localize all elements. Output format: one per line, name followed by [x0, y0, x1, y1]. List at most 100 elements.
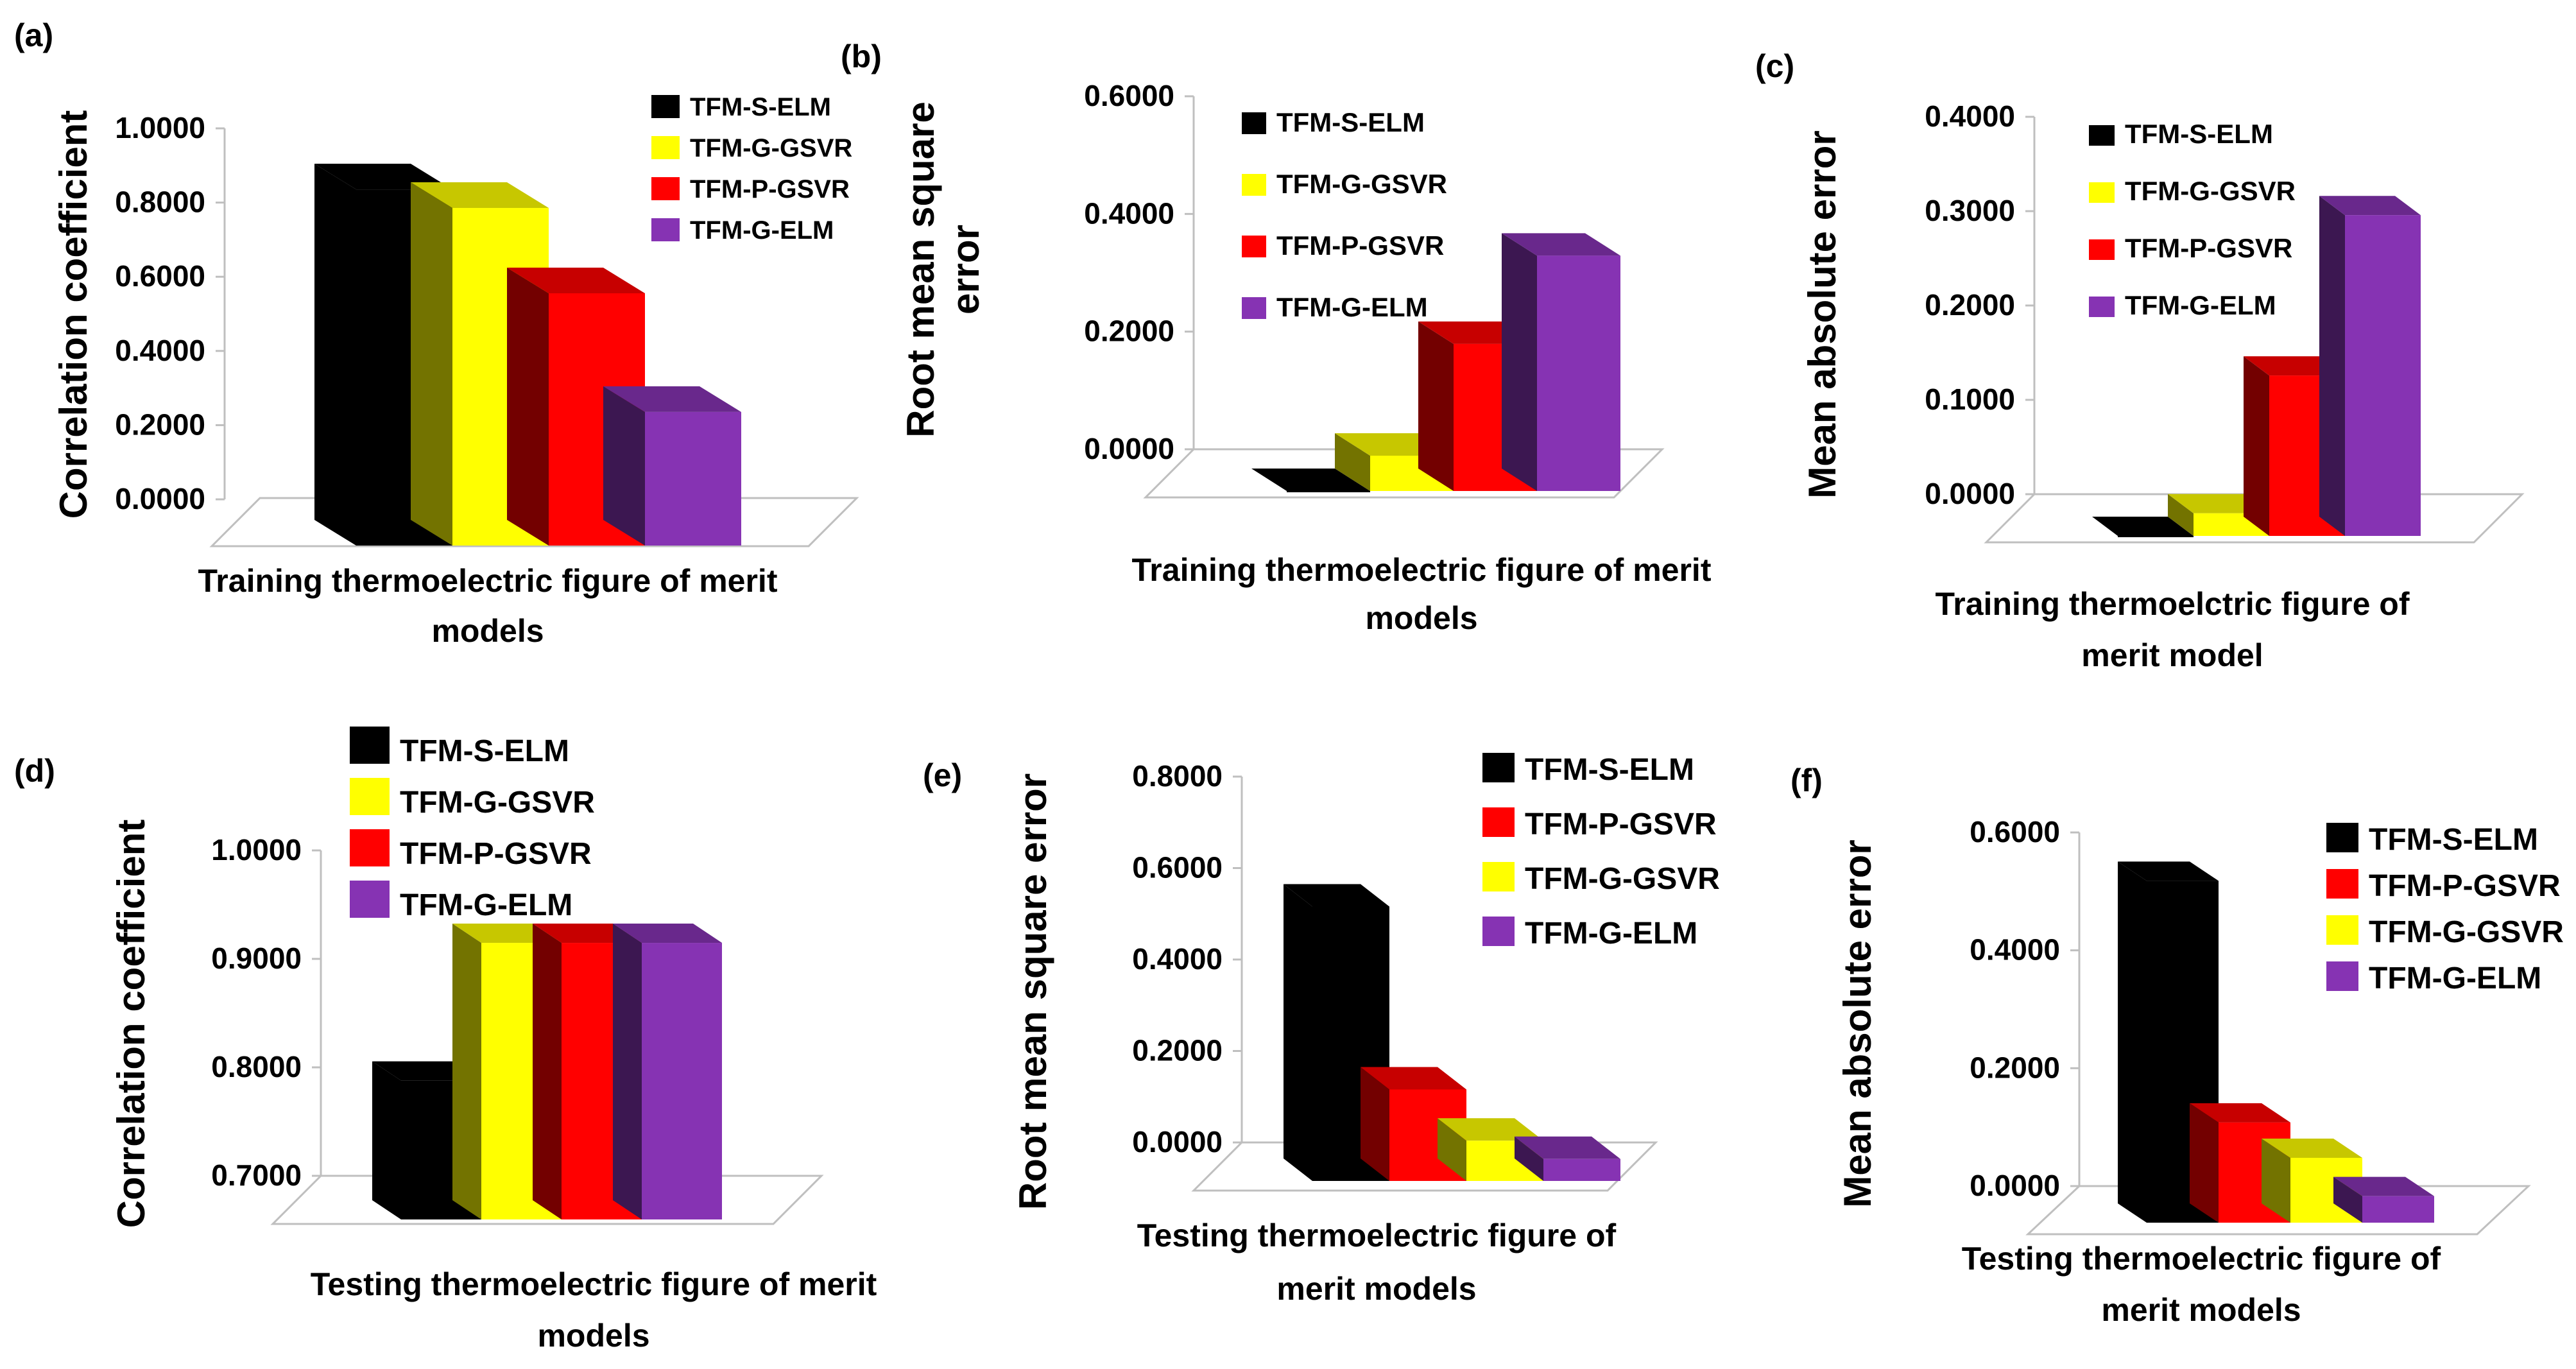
bar-side: [1361, 1067, 1389, 1181]
legend-label: TFM-S-ELM: [690, 93, 831, 121]
bar-side: [1335, 433, 1370, 491]
bar-side: [2319, 196, 2345, 536]
legend-swatch: [2089, 125, 2115, 146]
legend-label: TFM-P-GSVR: [1276, 230, 1444, 261]
y-axis-title: Root mean square error: [1011, 773, 1054, 1210]
legend-label: TFM-S-ELM: [2125, 119, 2273, 149]
y-tick-label: 0.6000: [1132, 851, 1223, 884]
legend-label: TFM-G-ELM: [2369, 961, 2541, 995]
legend-item: TFM-G-GSVR: [1482, 862, 1720, 896]
legend-swatch: [1482, 753, 1515, 782]
y-tick-label: 0.4000: [1970, 933, 2060, 967]
bar-side: [1418, 321, 1454, 491]
legend-swatch: [651, 218, 680, 241]
legend: TFM-S-ELM TFM-P-GSVR TFM-G-GSVR TFM-G-ELM: [2326, 823, 2564, 995]
x-axis-title-line2: merit models: [1276, 1271, 1476, 1307]
legend-label: TFM-S-ELM: [1525, 753, 1694, 787]
panel-label: (a): [14, 17, 53, 53]
panel-label: (e): [923, 757, 962, 793]
legend-swatch: [350, 727, 390, 764]
bar-top: [1361, 1067, 1466, 1090]
legend-item: TFM-G-GSVR: [350, 778, 595, 820]
y-tick-label: 0.8000: [211, 1050, 302, 1083]
bar-tfm-p-gsvr: [1361, 1067, 1466, 1181]
y-tick-label: 0.0000: [115, 482, 205, 515]
legend-swatch: [2089, 297, 2115, 317]
legend-item: TFM-G-GSVR: [2326, 915, 2564, 949]
bar-top: [2319, 196, 2421, 216]
x-axis-title-line2: merit models: [2101, 1292, 2301, 1328]
bar-side: [1502, 233, 1537, 491]
legend: TFM-S-ELM TFM-G-GSVR TFM-P-GSVR TFM-G-ELM: [651, 93, 852, 245]
bar-side: [411, 182, 452, 546]
legend-item: TFM-S-ELM: [651, 93, 831, 121]
bar-tfm-g-elm: [603, 386, 741, 546]
bar-front: [2118, 536, 2194, 537]
legend-item: TFM-P-GSVR: [350, 829, 592, 871]
legend-item: TFM-G-ELM: [2326, 961, 2541, 995]
bar-top: [1502, 233, 1620, 256]
y-axis-title: Correlation coefficient: [52, 110, 95, 519]
y-tick-label: 1.0000: [115, 111, 205, 144]
panel-label: (b): [841, 39, 882, 74]
legend-item: TFM-G-GSVR: [651, 134, 852, 162]
bar-top: [2262, 1138, 2362, 1158]
bar-top: [613, 924, 722, 943]
legend-item: TFM-S-ELM: [350, 727, 569, 768]
legend-label: TFM-G-ELM: [2125, 290, 2276, 320]
bar-side: [1515, 1136, 1543, 1181]
bar-top: [2190, 1103, 2290, 1123]
panel-label: (c): [1755, 48, 1794, 84]
y-axis-title: Mean absolute error: [1801, 130, 1844, 499]
legend-label: TFM-G-GSVR: [2369, 915, 2564, 949]
legend-swatch: [350, 778, 390, 815]
legend-item: TFM-S-ELM: [1482, 753, 1694, 787]
x-axis-title: Training thermoelectric figure of merit: [198, 563, 778, 599]
y-tick-label: 0.0000: [1084, 432, 1174, 465]
legend: TFM-S-ELM TFM-G-GSVR TFM-P-GSVR TFM-G-ELM: [350, 727, 595, 922]
y-tick-label: 0.2000: [1084, 314, 1174, 348]
bar-side: [2168, 494, 2194, 536]
bar-side: [372, 1061, 401, 1219]
y-tick-label: 0.6000: [1084, 79, 1174, 112]
legend-item: TFM-S-ELM: [2089, 119, 2273, 149]
bar-side: [1284, 884, 1312, 1181]
bar-side: [2190, 1103, 2219, 1223]
bar-tfm-g-elm: [2319, 196, 2421, 536]
y-tick-label: 0.4000: [115, 334, 205, 367]
bar-side: [452, 924, 481, 1219]
legend-swatch: [1482, 917, 1515, 946]
legend-label: TFM-P-GSVR: [1525, 807, 1717, 841]
chart-panel-a: (a) 1.0000 0.8000 0.6000 0.4000 0.2000 0.0000 C…: [14, 17, 859, 649]
bar-front: [1537, 255, 1620, 491]
bar-top: [1251, 469, 1370, 491]
chart-panel-f: (f) 0.6000 0.4000 0.2000 0.0000 Mean absolute…: [1790, 762, 2564, 1328]
legend-item: TFM-P-GSVR: [1242, 230, 1444, 261]
legend-item: TFM-P-GSVR: [1482, 807, 1717, 841]
legend-item: TFM-P-GSVR: [2326, 869, 2561, 903]
legend-label: TFM-G-GSVR: [1276, 169, 1447, 199]
bar-side: [533, 924, 562, 1219]
bar-side: [2262, 1138, 2290, 1223]
bar-side: [613, 924, 642, 1219]
y-tick-label: 0.2000: [1925, 288, 2015, 322]
bar-side: [2333, 1176, 2362, 1223]
legend-label: TFM-P-GSVR: [2369, 869, 2561, 903]
bar-front: [645, 411, 741, 546]
bar-side: [2244, 356, 2269, 536]
bar-side: [314, 164, 356, 546]
legend-swatch: [2326, 869, 2358, 899]
legend-label: TFM-P-GSVR: [690, 175, 850, 203]
legend-swatch: [2089, 239, 2115, 260]
legend-label: TFM-S-ELM: [1276, 107, 1425, 137]
legend-item: TFM-G-ELM: [2089, 290, 2276, 320]
legend-label: TFM-G-GSVR: [2125, 176, 2296, 206]
y-tick-label: 0.8000: [1132, 759, 1223, 793]
bar-front: [1543, 1158, 1620, 1181]
legend-item: TFM-G-GSVR: [2089, 176, 2296, 206]
bar-front: [642, 943, 722, 1219]
legend-item: TFM-G-GSVR: [1242, 169, 1447, 199]
legend-label: TFM-S-ELM: [400, 734, 569, 768]
chart-panel-d: (d) 1.0000 0.9000 0.8000 0.7000 Correlation c…: [14, 727, 877, 1354]
bar-side: [2118, 861, 2147, 1223]
